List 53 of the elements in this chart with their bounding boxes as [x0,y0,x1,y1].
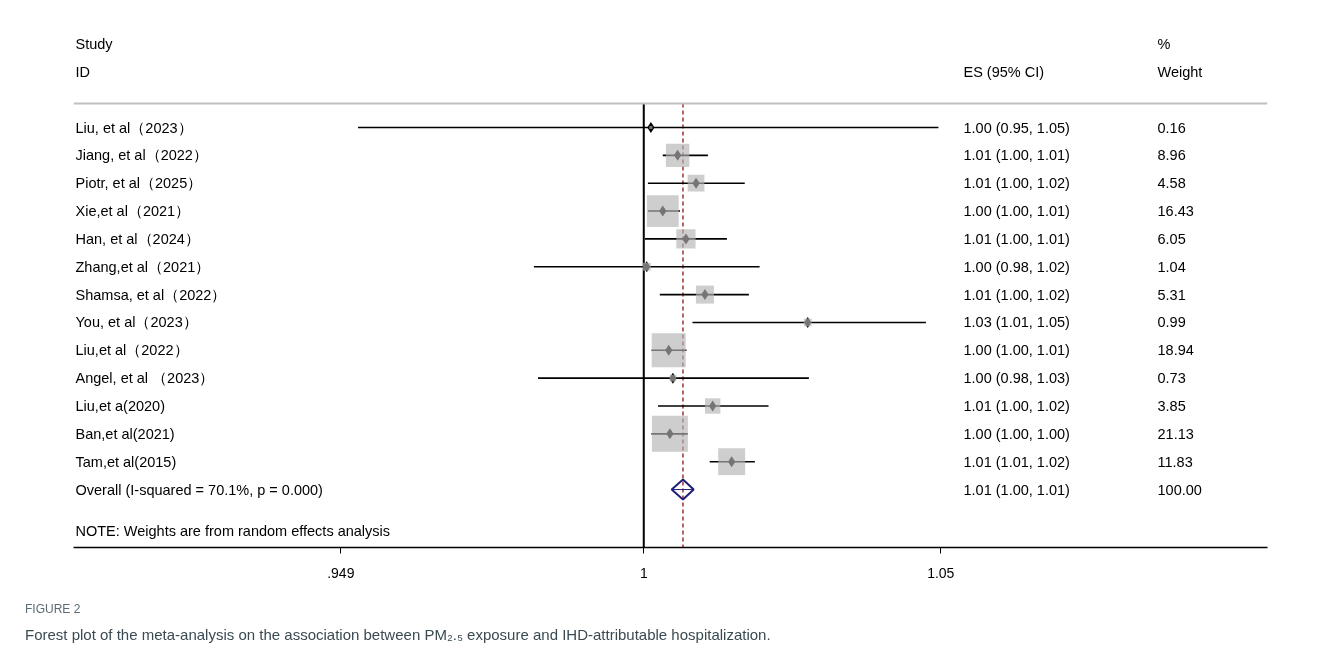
annotation: 1.01 (1.01, 1.02) [963,453,1070,470]
y-tick-label: Liu, et al（2023） [75,119,193,136]
y-tick-label: Tam,et al(2015) [75,453,177,470]
y-tick-label: Liu,et a(2020) [75,398,165,414]
y-tick-label: Angel, et al （2023） [75,370,215,387]
y-tick-label: Piotr, et al（2025） [75,175,203,192]
y-tick-label: Xie,et al（2021） [75,203,191,220]
annotation: 0.99 [1157,314,1186,331]
annotation: 0.73 [1157,370,1186,387]
y-tick-label: Zhang,et al（2021） [75,258,211,275]
y-tick-label: Shamsa, et al（2022） [75,286,227,303]
annotation: 1.01 (1.00, 1.02) [963,398,1070,414]
caption: FIGURE 2 [25,601,82,618]
y-tick-label: Overall (I-squared = 70.1%, p = 0.000) [75,481,323,498]
annotation: 1.01 (1.00, 1.01) [963,147,1070,164]
annotation: 21.13 [1157,425,1194,442]
annotation: 1.01 (1.00, 1.02) [963,175,1070,192]
annotation: 5.31 [1157,286,1186,303]
text: Weight [1157,63,1203,80]
annotation: 6.05 [1157,230,1186,247]
text: % [1157,35,1171,52]
annotation: 1.00 (1.00, 1.01) [963,342,1070,359]
text: ID [75,63,90,80]
annotation: 1.01 (1.00, 1.01) [963,481,1070,498]
y-tick-label: Ban,et al(2021) [75,425,175,442]
annotation: 1.00 (0.98, 1.02) [963,258,1070,275]
annotation: 1.03 (1.01, 1.05) [963,314,1070,331]
y-tick-label: Liu,et al（2022） [75,342,189,359]
text: Forest plot of the meta-analysis on the association between PM₂.₅ exposure and IHD-attributable hospitalization. [25,625,771,646]
text: Study [75,35,114,52]
annotation: 1.01 (1.00, 1.01) [963,230,1070,247]
x-tick-label: 1 [639,564,648,581]
annotation: 4.58 [1157,175,1186,192]
y-tick-label: Jiang, et al（2022） [75,147,208,164]
annotation: 3.85 [1157,398,1186,414]
y-tick-label: You, et al（2023） [75,314,198,331]
annotation: 16.43 [1157,203,1194,220]
x-tick-label: .949 [327,564,355,581]
annotation: 18.94 [1157,342,1194,359]
annotation: 1.00 (0.95, 1.05) [963,119,1070,136]
annotation: 0.16 [1157,119,1186,136]
y-tick-label: Han, et al（2024） [75,230,200,247]
text: NOTE: Weights are from random effects analysis [75,522,391,539]
annotation: 8.96 [1157,147,1186,164]
annotation: 100.00 [1157,481,1202,498]
annotation: 1.04 [1157,258,1186,275]
annotation: 1.00 (1.00, 1.01) [963,203,1070,220]
annotation: 1.00 (1.00, 1.00) [963,425,1070,442]
x-tick-label: 1.05 [927,564,955,581]
text: ES (95% CI) [963,63,1045,80]
annotation: 11.83 [1157,453,1193,470]
annotation: 1.00 (0.98, 1.03) [963,370,1070,387]
annotation: 1.01 (1.00, 1.02) [963,286,1070,303]
